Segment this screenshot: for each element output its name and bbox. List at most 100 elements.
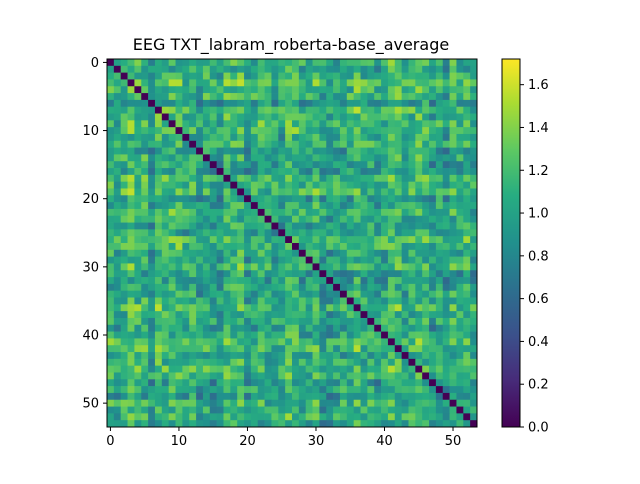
- heatmap-cell: [223, 270, 231, 278]
- heatmap-cell: [189, 86, 197, 94]
- heatmap-cell: [415, 215, 423, 223]
- heatmap-cell: [161, 263, 170, 271]
- heatmap-cell: [278, 140, 286, 148]
- heatmap-cell: [333, 358, 341, 367]
- heatmap-cell: [353, 304, 361, 312]
- heatmap-cell: [209, 304, 217, 312]
- heatmap-cell: [408, 324, 416, 332]
- heatmap-cell: [346, 208, 355, 217]
- heatmap-cell: [196, 317, 204, 326]
- heatmap-cell: [223, 256, 231, 264]
- heatmap-cell: [374, 399, 382, 407]
- heatmap-cell: [278, 188, 286, 196]
- heatmap-cell: [250, 133, 259, 142]
- heatmap-cell: [264, 283, 272, 292]
- heatmap-cell: [463, 133, 471, 142]
- heatmap-cell: [394, 202, 402, 210]
- heatmap-cell: [435, 324, 444, 332]
- heatmap-cell: [230, 79, 238, 87]
- heatmap-cell: [442, 249, 450, 257]
- heatmap-cell: [271, 79, 279, 87]
- heatmap-cell: [292, 379, 300, 387]
- heatmap-cell: [339, 59, 348, 67]
- heatmap-cell: [230, 352, 238, 360]
- heatmap-cell: [442, 256, 450, 264]
- heatmap-cell: [154, 392, 163, 401]
- heatmap-cell: [264, 215, 272, 223]
- heatmap-cell: [141, 386, 149, 394]
- heatmap-cell: [333, 133, 341, 142]
- heatmap-cell: [113, 304, 122, 312]
- heatmap-cell: [278, 106, 286, 114]
- heatmap-cell: [470, 399, 478, 407]
- heatmap-cell: [463, 386, 471, 394]
- heatmap-cell: [333, 99, 341, 108]
- heatmap-cell: [339, 127, 348, 135]
- heatmap-cell: [182, 406, 190, 414]
- heatmap-cell: [435, 181, 444, 189]
- heatmap-cell: [196, 345, 204, 353]
- heatmap-cell: [264, 297, 272, 305]
- heatmap-cell: [463, 65, 471, 73]
- heatmap-cell: [415, 65, 423, 73]
- heatmap-cell: [360, 72, 368, 80]
- heatmap-cell: [141, 311, 149, 319]
- heatmap-cell: [223, 174, 231, 183]
- heatmap-cell: [360, 317, 368, 326]
- heatmap-cell: [422, 65, 430, 73]
- heatmap-cell: [264, 386, 272, 394]
- heatmap-cell: [175, 311, 183, 319]
- heatmap-cell: [292, 79, 300, 87]
- heatmap-cell: [367, 243, 375, 251]
- heatmap-cell: [298, 420, 307, 428]
- heatmap-cell: [408, 140, 416, 148]
- heatmap-cell: [230, 133, 238, 142]
- heatmap-cell: [189, 181, 197, 189]
- heatmap-cell: [374, 86, 382, 94]
- heatmap-cell: [237, 379, 245, 387]
- heatmap-cell: [107, 127, 115, 135]
- heatmap-cell: [387, 420, 396, 428]
- heatmap-cell: [209, 208, 217, 217]
- heatmap-cell: [189, 147, 197, 155]
- y-tick-label: 40: [82, 329, 99, 344]
- heatmap-cell: [230, 106, 238, 114]
- heatmap-cell: [189, 277, 197, 285]
- heatmap-cell: [196, 311, 204, 319]
- heatmap-cell: [401, 392, 409, 401]
- heatmap-cell: [161, 208, 170, 217]
- heatmap-cell: [463, 79, 471, 87]
- heatmap-cell: [278, 399, 286, 407]
- heatmap-cell: [292, 420, 300, 428]
- heatmap-cell: [339, 345, 348, 353]
- heatmap-cell: [257, 140, 265, 148]
- heatmap-cell: [107, 311, 115, 319]
- heatmap-cell: [394, 65, 402, 73]
- heatmap-cell: [333, 249, 341, 257]
- heatmap-cell: [470, 147, 478, 155]
- heatmap-cell: [292, 161, 300, 169]
- heatmap-cell: [381, 133, 389, 142]
- heatmap-cell: [223, 181, 231, 189]
- heatmap-cell: [415, 263, 423, 271]
- heatmap-cell: [292, 195, 300, 203]
- y-tick-label: 50: [82, 397, 99, 412]
- heatmap-cell: [271, 127, 279, 135]
- heatmap-cell: [319, 133, 327, 142]
- heatmap-cell: [209, 277, 217, 285]
- heatmap-cell: [312, 324, 320, 332]
- heatmap-cell: [442, 277, 450, 285]
- heatmap-cell: [435, 270, 444, 278]
- heatmap-cell: [387, 243, 396, 251]
- heatmap-cell: [360, 127, 368, 135]
- heatmap-cell: [387, 358, 396, 367]
- heatmap-cell: [120, 215, 128, 223]
- heatmap-cell: [408, 406, 416, 414]
- heatmap-cell: [230, 365, 238, 373]
- heatmap-cell: [319, 222, 327, 230]
- heatmap-cell: [319, 147, 327, 155]
- heatmap-cell: [353, 311, 361, 319]
- heatmap-cell: [113, 277, 122, 285]
- heatmap-cell: [168, 222, 176, 230]
- heatmap-cell: [107, 140, 115, 148]
